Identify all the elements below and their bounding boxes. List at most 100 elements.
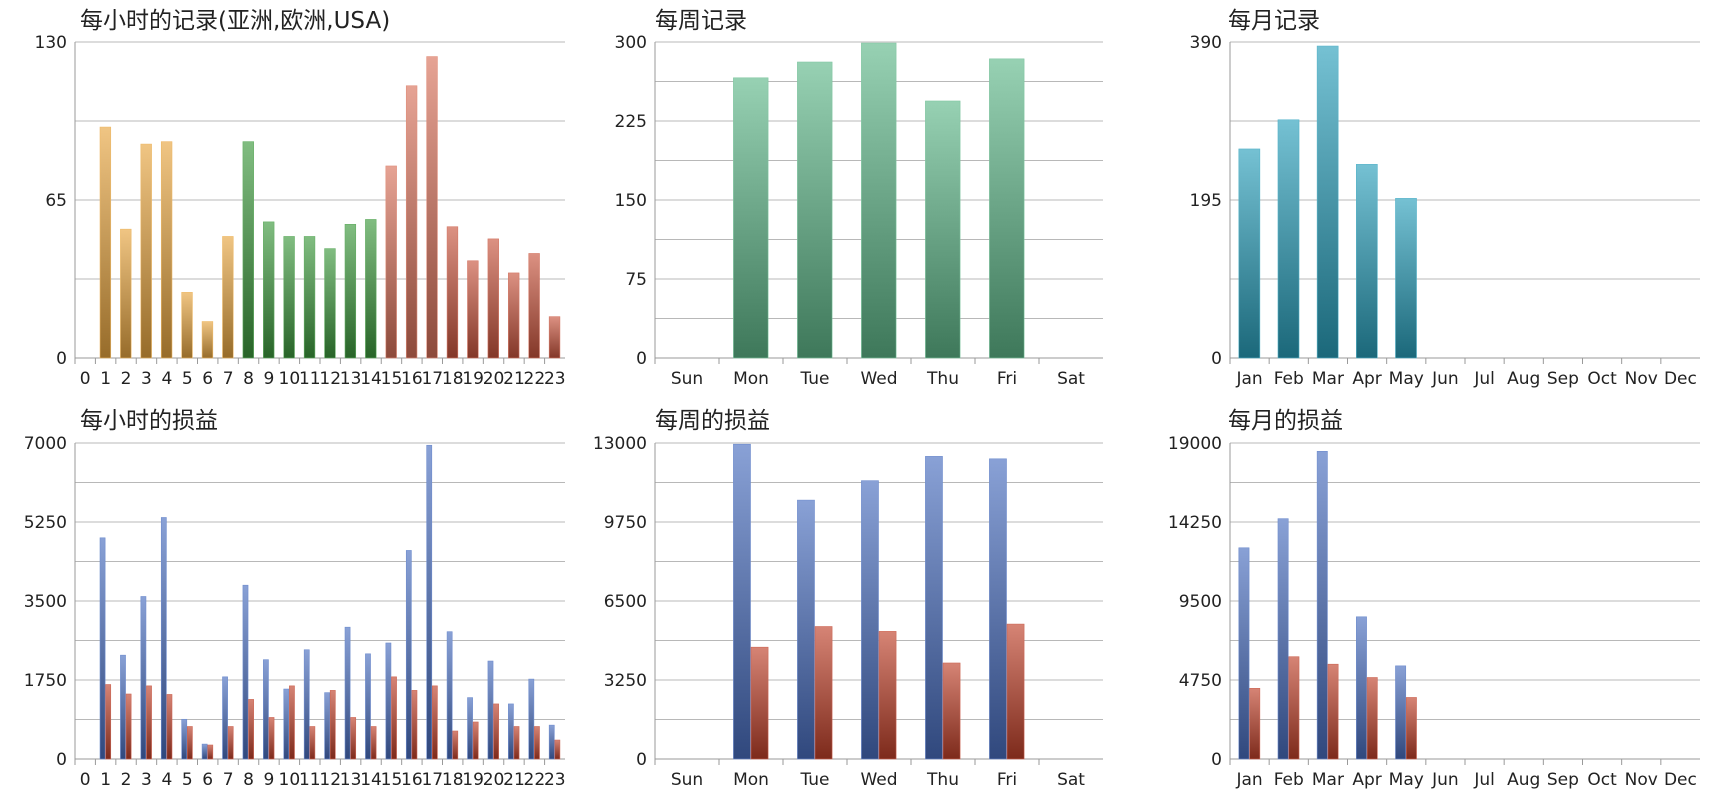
x-tick-label: Fri: [997, 770, 1017, 790]
x-tick-label: Sun: [671, 369, 703, 389]
x-tick-label: Wed: [860, 369, 897, 389]
chart-title: 每周记录: [655, 8, 747, 34]
x-tick-label: 4: [161, 770, 172, 790]
bar: [242, 584, 249, 760]
x-tick-label: 18: [442, 369, 464, 389]
bar: [487, 238, 499, 359]
chart-weekly-profit: 每周的损益 0 3250 6500 9750 13000 Sun Mon Tue Wed Thu Fr…: [593, 408, 1103, 790]
x-tick-label: 16: [401, 770, 423, 790]
bar: [1395, 198, 1417, 359]
x-tick-label: 1: [100, 770, 111, 790]
bar: [125, 693, 132, 760]
x-tick-label: 12: [319, 770, 341, 790]
x-tick-label: 13: [340, 369, 362, 389]
y-tick-label: 0: [636, 349, 647, 369]
bar: [120, 228, 132, 359]
bar: [309, 726, 316, 760]
bar: [528, 678, 535, 760]
x-tick-label: 20: [483, 369, 505, 389]
bar: [160, 141, 173, 359]
bar: [350, 717, 357, 760]
x-tick-label: Sat: [1057, 369, 1085, 389]
bar: [283, 688, 290, 760]
x-tick-label: 23: [544, 770, 566, 790]
bar: [242, 141, 254, 359]
bar: [733, 77, 769, 359]
y-tick-label: 0: [1211, 349, 1222, 369]
bar: [513, 726, 520, 760]
y-tick-label: 13000: [593, 434, 647, 454]
bar: [426, 444, 433, 760]
bar: [942, 662, 961, 760]
x-tick-label: 0: [80, 369, 91, 389]
x-tick-label: 1: [100, 369, 111, 389]
y-tick-label: 195: [1190, 191, 1222, 211]
bar: [1006, 623, 1025, 760]
bar: [1288, 656, 1300, 760]
bar: [207, 744, 214, 760]
x-tick-label: 3: [141, 770, 152, 790]
bar: [452, 730, 459, 760]
x-tick-label: 13: [340, 770, 362, 790]
chart-weekly-records: 每周记录 0 75 150 225 300 Sun Mon Tue Wed Thu Fri Sat: [615, 8, 1103, 389]
x-tick-label: 20: [483, 770, 505, 790]
bar: [548, 316, 561, 359]
bar: [446, 631, 453, 760]
bar: [181, 292, 193, 359]
bar: [1316, 45, 1339, 359]
y-tick-label: 0: [56, 349, 67, 369]
bar: [324, 692, 331, 760]
x-tick-label: 22: [524, 369, 546, 389]
y-tick-label: 19000: [1168, 434, 1222, 454]
y-tick-label: 4750: [1179, 671, 1222, 691]
x-tick-label: 21: [503, 369, 525, 389]
y-tick-label: 0: [56, 750, 67, 770]
x-tick-label: 8: [243, 369, 254, 389]
x-tick-label: 17: [421, 770, 443, 790]
x-tick-label: 11: [299, 770, 321, 790]
bar: [120, 654, 126, 760]
bar: [1327, 663, 1339, 760]
bar: [797, 61, 833, 359]
x-tick-label: 22: [524, 770, 546, 790]
bar: [1395, 665, 1407, 760]
bar: [1356, 616, 1367, 760]
bar: [534, 726, 540, 760]
chart-monthly-records: 每月记录 0 195 390 Jan Feb Mar Apr May Jun Jul Aug Sep Oc…: [1190, 8, 1700, 389]
bar: [263, 221, 275, 359]
bar: [140, 143, 152, 359]
x-tick-label: May: [1389, 770, 1424, 790]
chart-title: 每小时的损益: [80, 408, 218, 434]
bar: [181, 718, 188, 760]
x-tick-label: 4: [161, 369, 172, 389]
y-tick-label: 65: [45, 191, 67, 211]
y-tick-label: 5250: [24, 513, 67, 533]
bar: [426, 56, 438, 359]
bar: [289, 685, 295, 760]
x-tick-label: Apr: [1352, 770, 1381, 790]
x-tick-label: 5: [182, 770, 193, 790]
y-tick-label: 9750: [604, 513, 647, 533]
x-tick-label: 14: [360, 770, 382, 790]
bar: [446, 226, 459, 359]
bar: [508, 703, 514, 760]
bar: [248, 699, 254, 760]
y-tick-label: 0: [1211, 750, 1222, 770]
bar: [186, 726, 193, 760]
bar: [268, 717, 275, 760]
chart-title: 每月记录: [1228, 8, 1320, 34]
bar: [989, 58, 1025, 359]
x-tick-label: 12: [319, 369, 341, 389]
x-tick-label: Jan: [1235, 369, 1262, 389]
x-tick-label: 19: [462, 770, 484, 790]
bar: [797, 499, 815, 760]
bar: [405, 550, 412, 760]
bar: [324, 248, 336, 359]
x-tick-label: 7: [223, 369, 234, 389]
y-tick-label: 0: [636, 750, 647, 770]
bar: [160, 517, 167, 760]
chart-title: 每月的损益: [1228, 408, 1343, 434]
bar: [391, 676, 397, 760]
